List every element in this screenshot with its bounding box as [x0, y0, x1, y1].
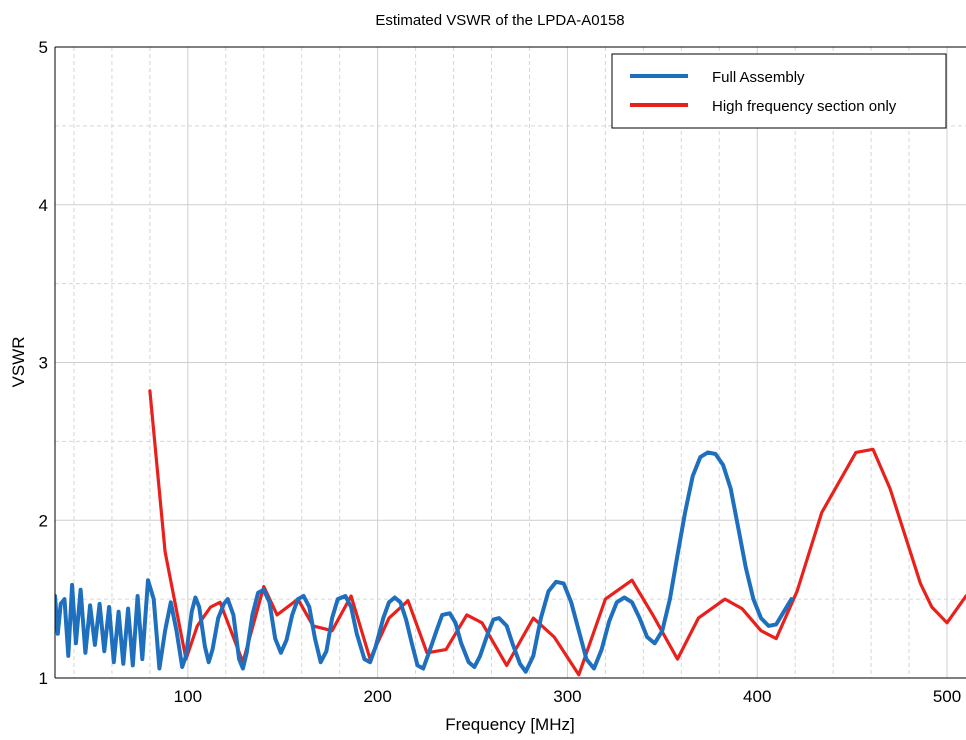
grid: [55, 47, 966, 678]
x-tick-label: 100: [174, 687, 202, 706]
x-tick-label: 500: [933, 687, 961, 706]
series-line-full-assembly: [55, 450, 794, 674]
legend-box: [611, 53, 947, 129]
y-axis-ticks: 1 2 3 4 5: [39, 38, 48, 688]
series-layer: [55, 389, 966, 677]
legend: Full Assembly High frequency section onl…: [611, 53, 947, 129]
y-axis-label: VSWR: [9, 337, 28, 388]
x-tick-label: 300: [553, 687, 581, 706]
y-tick-label: 1: [39, 669, 48, 688]
chart-title: Estimated VSWR of the LPDA-A0158: [375, 12, 624, 29]
x-tick-label: 400: [743, 687, 771, 706]
x-axis-label: Frequency [MHz]: [445, 715, 574, 734]
y-tick-label: 5: [39, 38, 48, 57]
y-tick-label: 3: [39, 354, 48, 373]
y-tick-label: 2: [39, 511, 48, 530]
plot-area: [54, 46, 966, 679]
series-line-high-frequency: [148, 389, 966, 677]
x-tick-label: 200: [363, 687, 391, 706]
legend-label-high-frequency: High frequency section only: [712, 98, 897, 115]
x-axis-ticks: 100 200 300 400 500: [174, 687, 962, 706]
legend-label-full-assembly: Full Assembly: [712, 69, 805, 86]
y-tick-label: 4: [39, 196, 48, 215]
